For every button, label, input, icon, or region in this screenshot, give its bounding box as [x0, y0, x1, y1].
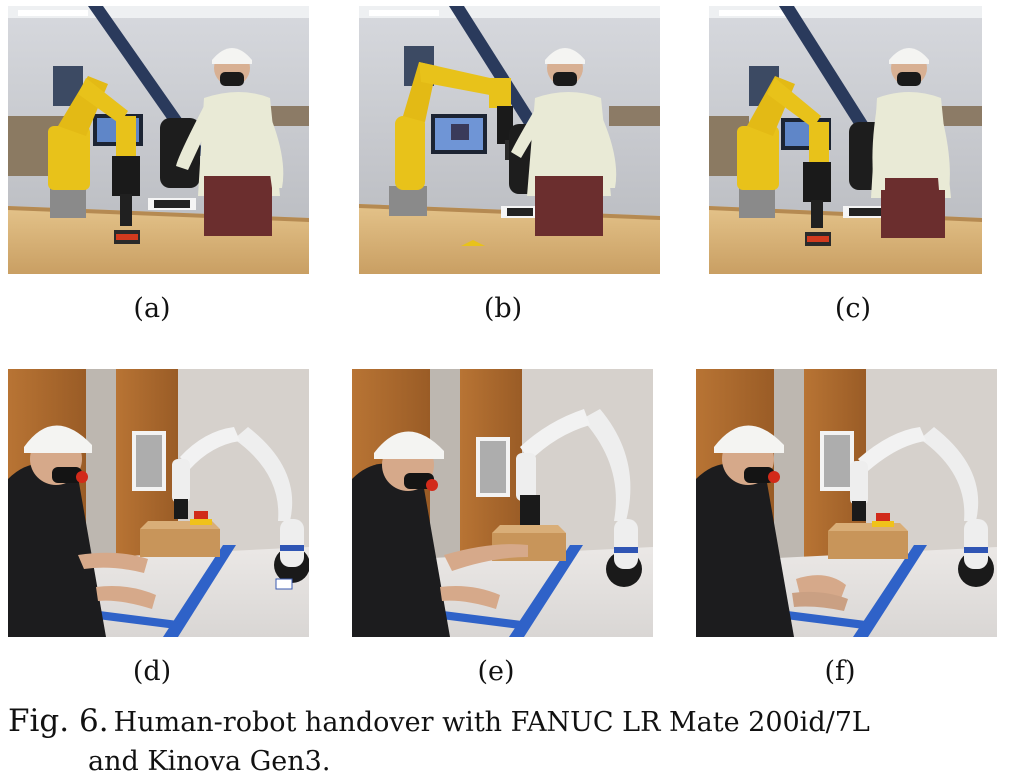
- figure-caption: Fig. 6. Human-robot handover with FANUC …: [8, 703, 1008, 780]
- subfigure-label-a: (a): [133, 293, 171, 324]
- subfigure-label-e: (e): [477, 656, 515, 687]
- panel-f-photo: [696, 369, 997, 637]
- panel-b-photo: [359, 6, 660, 274]
- subfigure-label-c: (c): [834, 293, 872, 324]
- figure-number: Fig. 6.: [8, 703, 109, 739]
- panel-a-photo: [8, 6, 309, 274]
- panel-d-photo: [8, 369, 309, 637]
- caption-text-line1: Human-robot handover with FANUC LR Mate …: [113, 707, 870, 738]
- caption-text-line2: and Kinova Gen3.: [88, 746, 331, 777]
- subfigure-label-d: (d): [132, 656, 172, 687]
- panel-e-photo: [352, 369, 653, 637]
- subfigure-label-b: (b): [483, 293, 523, 324]
- panel-c-photo: [709, 6, 982, 274]
- subfigure-label-f: (f): [824, 656, 856, 687]
